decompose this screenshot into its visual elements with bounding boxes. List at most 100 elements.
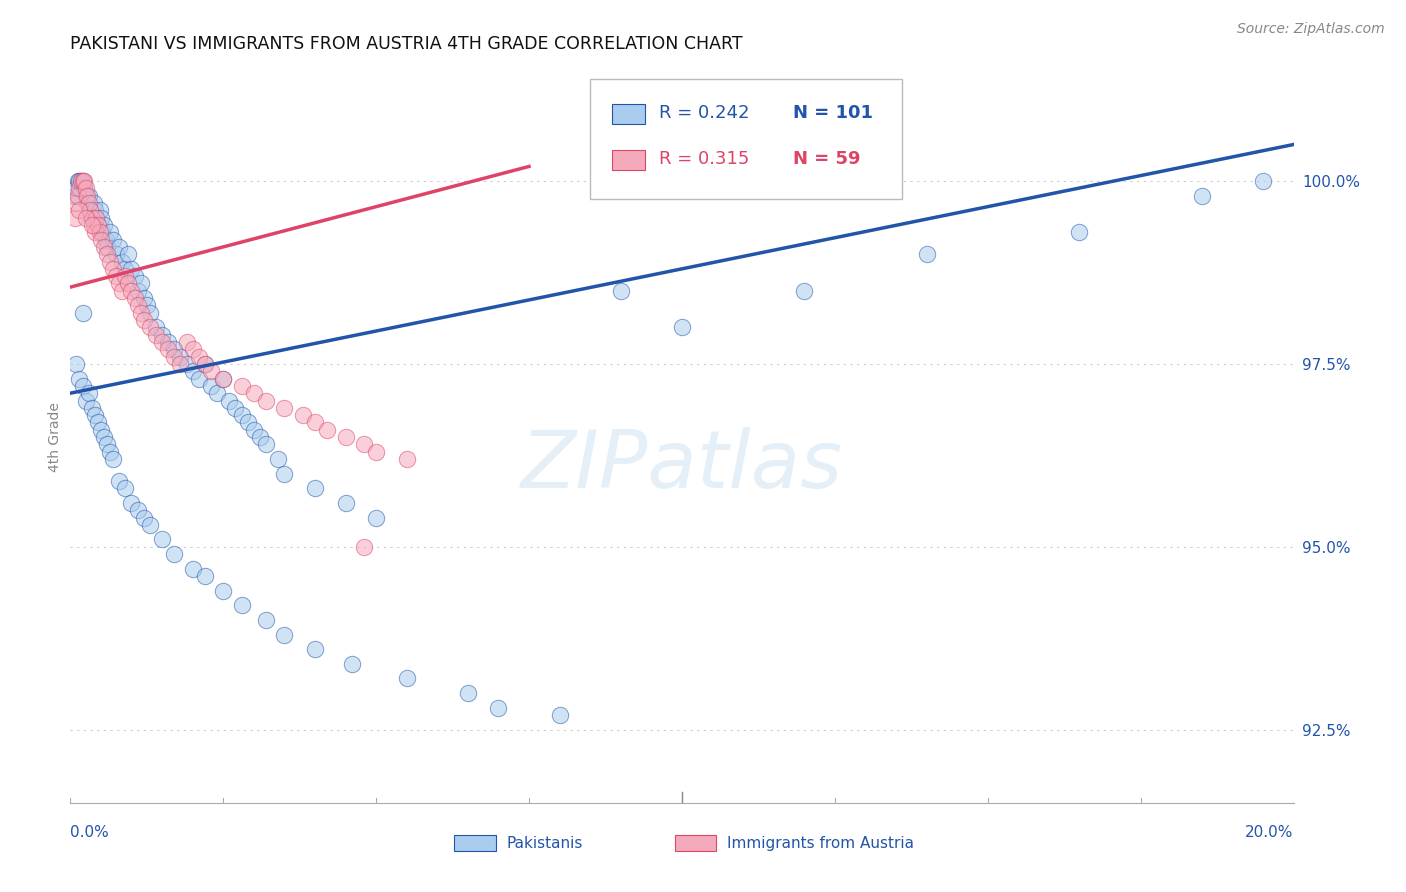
Point (69, 181, 91, 195)
Point (65, 196, 87, 211)
Point (117, 277, 139, 291)
Point (243, 423, 266, 437)
Point (145, 327, 167, 342)
Point (340, 657, 363, 671)
Point (65, 181, 87, 195)
Point (117, 247, 139, 261)
Point (127, 284, 149, 298)
Point (176, 357, 198, 371)
Point (304, 416, 326, 430)
Point (187, 371, 209, 385)
Point (87, 218, 110, 232)
Y-axis label: 4th Grade: 4th Grade (48, 402, 62, 472)
Text: 0.0%: 0.0% (70, 825, 110, 839)
Point (84, 211, 107, 225)
Point (84, 211, 107, 225)
Point (181, 562, 204, 576)
Point (121, 284, 143, 298)
Point (231, 379, 253, 393)
Point (395, 452, 418, 467)
Point (80, 218, 103, 232)
Point (75, 211, 97, 225)
Point (90, 211, 112, 225)
Point (124, 291, 146, 305)
Point (205, 386, 228, 401)
Text: Pakistanis: Pakistanis (508, 836, 583, 851)
Point (72, 174, 94, 188)
Point (145, 320, 167, 334)
Point (77, 386, 100, 401)
Point (83, 218, 105, 232)
Point (1191, 188, 1213, 202)
Point (200, 364, 222, 378)
Point (93, 240, 115, 254)
Point (75, 393, 97, 408)
Point (69, 174, 91, 188)
Point (66, 188, 89, 202)
Point (169, 357, 191, 371)
Point (139, 320, 162, 334)
Point (83, 408, 105, 422)
Point (129, 277, 152, 291)
Point (335, 430, 357, 444)
Point (243, 386, 266, 401)
Point (1069, 225, 1091, 239)
Point (101, 261, 124, 276)
Point (94, 233, 117, 247)
Point (75, 181, 97, 195)
Point (89, 203, 111, 218)
Point (66, 174, 89, 188)
Point (69, 203, 91, 218)
Point (249, 430, 271, 444)
Text: R = 0.242: R = 0.242 (658, 104, 749, 122)
Point (353, 540, 375, 554)
Point (212, 583, 235, 598)
Point (181, 343, 204, 357)
Point (132, 313, 155, 327)
Point (273, 627, 295, 641)
Point (96, 247, 118, 261)
Point (135, 298, 157, 312)
Point (150, 327, 173, 342)
Point (163, 350, 186, 364)
Point (93, 218, 115, 232)
Text: R = 0.315: R = 0.315 (658, 150, 749, 168)
Point (90, 423, 112, 437)
Point (157, 343, 180, 357)
Point (671, 320, 693, 334)
Point (98, 254, 121, 268)
Point (194, 357, 217, 371)
Point (395, 672, 418, 686)
Point (132, 510, 155, 524)
Point (114, 261, 136, 276)
FancyBboxPatch shape (612, 150, 645, 169)
Point (83, 203, 105, 218)
Point (610, 284, 633, 298)
Point (793, 284, 815, 298)
Point (181, 364, 204, 378)
Point (114, 481, 136, 495)
Point (89, 225, 111, 239)
Point (457, 686, 479, 700)
Point (267, 452, 290, 467)
Point (176, 334, 198, 349)
Point (63, 211, 86, 225)
Point (236, 416, 259, 430)
Point (70, 174, 93, 188)
Point (76, 188, 98, 202)
Point (73, 174, 96, 188)
Point (98, 225, 121, 239)
Point (254, 437, 277, 451)
Point (73, 181, 96, 195)
Point (98, 444, 121, 458)
Point (273, 467, 295, 481)
Point (212, 371, 235, 385)
Point (79, 203, 101, 218)
Point (80, 211, 103, 225)
Point (139, 306, 162, 320)
Point (72, 379, 94, 393)
Point (70, 174, 93, 188)
Point (87, 218, 110, 232)
Point (129, 306, 152, 320)
Point (316, 423, 339, 437)
